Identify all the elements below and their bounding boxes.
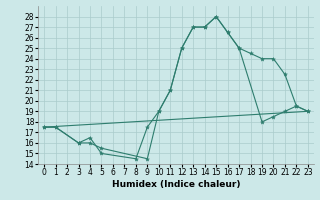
X-axis label: Humidex (Indice chaleur): Humidex (Indice chaleur)	[112, 180, 240, 189]
